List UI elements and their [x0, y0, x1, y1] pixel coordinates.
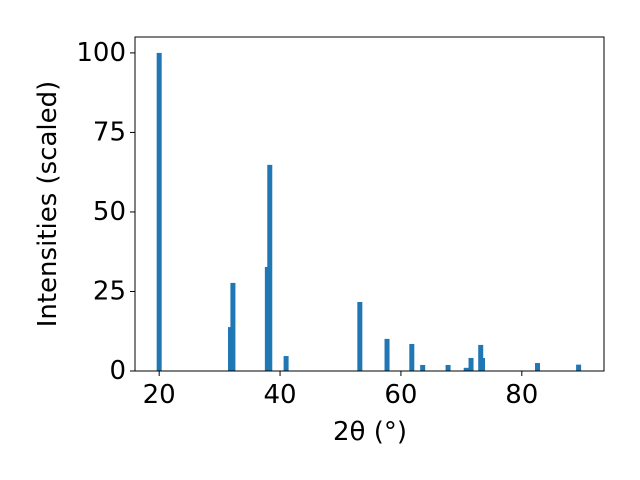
- x-tick-label: 20: [143, 380, 176, 410]
- bar: [420, 364, 426, 371]
- bar: [468, 357, 474, 371]
- bar: [156, 52, 162, 372]
- bar: [576, 364, 582, 371]
- bar: [267, 164, 273, 371]
- bar: [230, 282, 236, 371]
- y-tick-label: 0: [109, 356, 126, 386]
- x-tick-label: 40: [264, 380, 297, 410]
- x-tick-label: 60: [384, 380, 417, 410]
- plot-frame: [134, 36, 605, 372]
- bar: [409, 343, 415, 371]
- y-tick-label: 25: [93, 276, 126, 306]
- x-tick-label: 80: [505, 380, 538, 410]
- bar: [535, 363, 541, 371]
- y-tick-label: 100: [76, 38, 126, 68]
- bar: [480, 357, 486, 371]
- bar: [384, 338, 390, 371]
- bar: [445, 364, 451, 371]
- x-axis-label: 2θ (°): [333, 417, 407, 447]
- bar: [283, 356, 289, 371]
- y-tick-label: 50: [93, 197, 126, 227]
- bar: [357, 301, 363, 371]
- bar: [463, 367, 469, 371]
- y-axis-label: Intensities (scaled): [33, 81, 63, 328]
- y-tick-label: 75: [93, 117, 126, 147]
